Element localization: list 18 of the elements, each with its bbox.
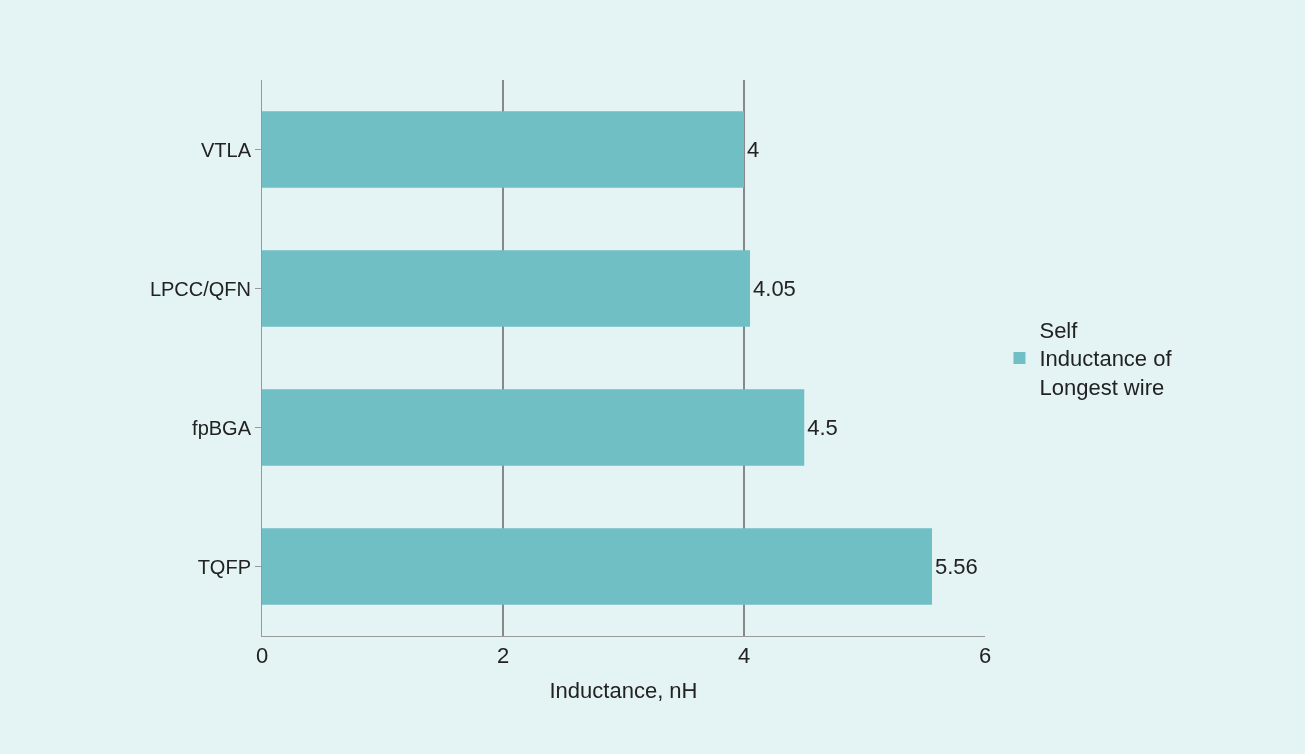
y-tick-label: LPCC/QFN xyxy=(149,277,251,300)
x-tick-label: 2 xyxy=(496,643,510,669)
data-label: 4.5 xyxy=(807,415,838,440)
x-tick-label: 6 xyxy=(978,643,992,669)
bar xyxy=(262,389,805,466)
bar xyxy=(262,111,744,188)
data-label: 5.56 xyxy=(934,554,978,580)
y-tick-label: TQFP xyxy=(197,555,251,578)
x-tick-label: 4 xyxy=(737,643,751,669)
bar xyxy=(262,528,932,605)
y-tick-label: fpBGA xyxy=(192,416,252,439)
data-label: 4.05 xyxy=(753,276,796,301)
data-label: 4 xyxy=(747,137,760,163)
x-tick-label: 0 xyxy=(255,643,269,669)
y-tick-label: VTLA xyxy=(200,138,252,161)
bar xyxy=(262,250,751,327)
legend-label: Self Inductance of Longest wire xyxy=(1039,317,1173,401)
x-axis-title: Inductance, nH xyxy=(549,678,698,704)
